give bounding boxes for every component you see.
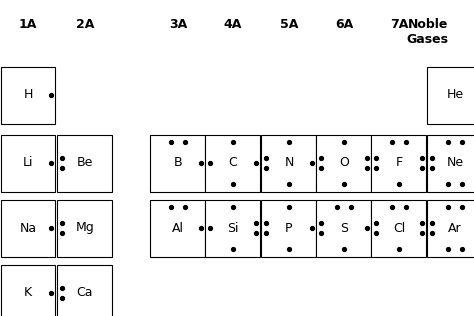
Bar <box>428 199 474 257</box>
Bar <box>57 264 112 316</box>
Text: C: C <box>228 156 237 169</box>
Bar <box>262 135 317 191</box>
Text: Al: Al <box>172 222 184 234</box>
Text: Si: Si <box>227 222 239 234</box>
Bar <box>57 199 112 257</box>
Bar <box>0 264 55 316</box>
Bar <box>0 66 55 124</box>
Text: 6A: 6A <box>335 18 353 31</box>
Bar <box>372 135 427 191</box>
Bar <box>317 199 372 257</box>
Text: 3A: 3A <box>169 18 187 31</box>
Text: Ne: Ne <box>447 156 464 169</box>
Bar <box>0 135 55 191</box>
Text: K: K <box>24 287 32 300</box>
Text: He: He <box>447 88 464 101</box>
Text: F: F <box>395 156 402 169</box>
Bar <box>428 66 474 124</box>
Bar <box>262 199 317 257</box>
Bar <box>428 135 474 191</box>
Text: N: N <box>284 156 294 169</box>
Text: Noble
Gases: Noble Gases <box>406 18 448 46</box>
Text: S: S <box>340 222 348 234</box>
Bar <box>151 199 206 257</box>
Text: Ar: Ar <box>448 222 462 234</box>
Text: 2A: 2A <box>76 18 94 31</box>
Bar <box>57 135 112 191</box>
Text: 1A: 1A <box>19 18 37 31</box>
Bar <box>317 135 372 191</box>
Text: 4A: 4A <box>224 18 242 31</box>
Text: Cl: Cl <box>393 222 405 234</box>
Bar <box>372 199 427 257</box>
Text: Ca: Ca <box>77 287 93 300</box>
Text: O: O <box>339 156 349 169</box>
Bar <box>206 199 261 257</box>
Bar <box>206 135 261 191</box>
Text: B: B <box>173 156 182 169</box>
Bar <box>0 199 55 257</box>
Bar <box>151 135 206 191</box>
Text: 5A: 5A <box>280 18 298 31</box>
Text: Na: Na <box>19 222 36 234</box>
Text: P: P <box>285 222 293 234</box>
Text: H: H <box>23 88 33 101</box>
Text: Li: Li <box>23 156 33 169</box>
Text: Be: Be <box>77 156 93 169</box>
Text: 7A: 7A <box>390 18 408 31</box>
Text: Mg: Mg <box>76 222 94 234</box>
